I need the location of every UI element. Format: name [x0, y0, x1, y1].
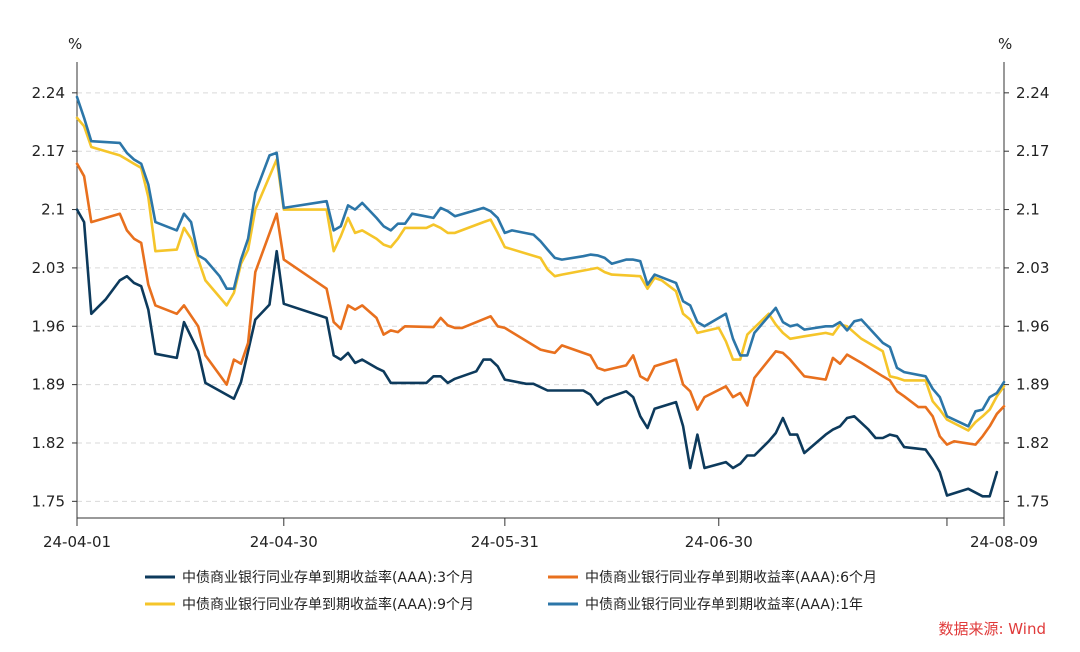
unit-label-right: % — [998, 35, 1012, 53]
y-tick-label-left: 1.96 — [32, 317, 65, 335]
y-tick-label-right: 2.03 — [1016, 259, 1049, 277]
y-tick-label-right: 1.82 — [1016, 434, 1049, 452]
y-tick-label-right: 1.89 — [1016, 376, 1049, 394]
series-line-3 — [75, 116, 1006, 432]
legend-label-3: 中债商业银行同业存单到期收益率(AAA):9个月 — [182, 596, 474, 613]
y-tick-label-left: 1.75 — [32, 492, 65, 510]
x-tick-label: 24-06-30 — [685, 533, 753, 551]
gridlines — [77, 92, 1004, 502]
y-tick-label-right: 2.17 — [1016, 142, 1049, 160]
y-tick-label-right: 2.24 — [1016, 84, 1049, 102]
unit-label-left: % — [68, 35, 82, 53]
y-tick-label-left: 1.82 — [32, 434, 65, 452]
x-tick-label: 24-04-01 — [43, 533, 111, 551]
y-tick-label-left: 1.89 — [32, 376, 65, 394]
legend-label-2: 中债商业银行同业存单到期收益率(AAA):6个月 — [585, 569, 877, 586]
y-tick-label-left: 2.24 — [32, 84, 65, 102]
series-line-2 — [75, 162, 1006, 446]
legend: 中债商业银行同业存单到期收益率(AAA):3个月 中债商业银行同业存单到期收益率(… — [145, 569, 877, 613]
y-tick-label-right: 2.1 — [1016, 201, 1040, 219]
x-tick-label: 24-04-30 — [250, 533, 318, 551]
series-line-4 — [75, 95, 1006, 428]
x-tick-label: 24-05-31 — [471, 533, 539, 551]
axes: 2.24 2.24 2.17 2.17 2.1 2.1 2.03 2.03 1.96 1.96 1.… — [32, 35, 1050, 551]
series-lines — [75, 95, 1006, 498]
y-tick-label-left: 2.03 — [32, 259, 65, 277]
y-tick-label-right: 1.75 — [1016, 492, 1049, 510]
y-tick-label-left: 2.1 — [41, 201, 65, 219]
y-tick-label-left: 2.17 — [32, 142, 65, 160]
data-source-note: 数据来源: Wind — [938, 620, 1046, 638]
x-tick-label: 24-08-09 — [970, 533, 1038, 551]
series-line-1 — [75, 208, 999, 498]
y-tick-label-right: 1.96 — [1016, 317, 1049, 335]
legend-label-1: 中债商业银行同业存单到期收益率(AAA):3个月 — [182, 569, 474, 586]
legend-label-4: 中债商业银行同业存单到期收益率(AAA):1年 — [585, 596, 863, 613]
